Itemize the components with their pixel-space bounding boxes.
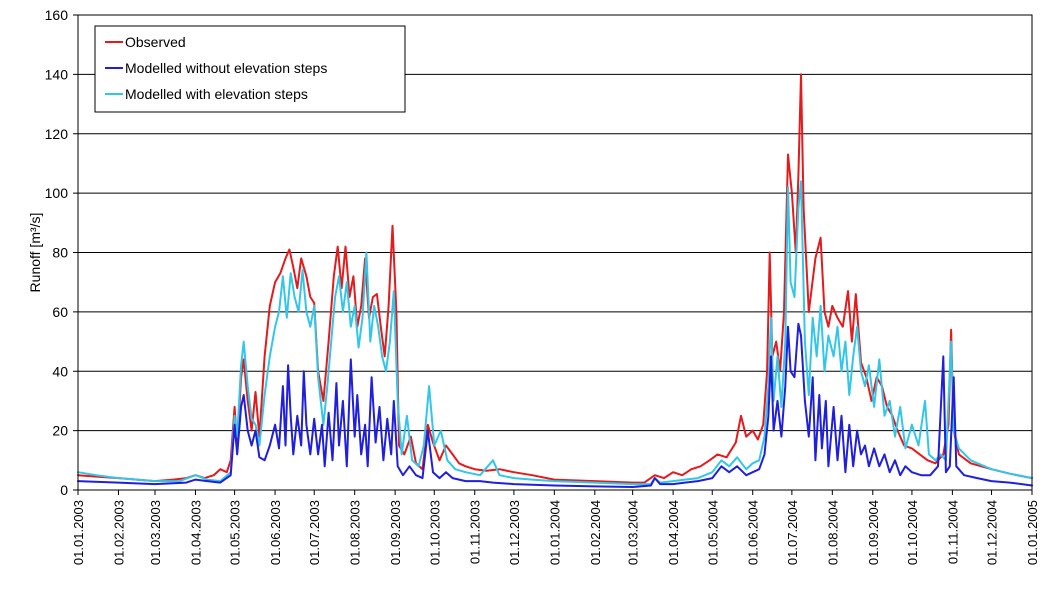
x-tick-label: 01.02.2004 — [588, 500, 603, 565]
x-tick-label: 01.12.2003 — [507, 500, 522, 565]
y-axis-label: Runoff [m³/s] — [27, 213, 43, 293]
y-tick-label: 20 — [52, 423, 68, 439]
x-tick-label: 01.05.2004 — [705, 500, 720, 565]
y-tick-label: 40 — [52, 363, 68, 379]
legend-label: Observed — [125, 34, 186, 50]
x-tick-label: 01.08.2003 — [348, 500, 363, 565]
x-tick-label: 01.05.2003 — [228, 500, 243, 565]
y-axis: 0 20 40 60 80 100 120 140 160 — [45, 7, 78, 498]
x-tick-label: 01.09.2003 — [388, 500, 403, 565]
series-lines — [77, 73, 1033, 488]
gridlines — [78, 73, 1032, 432]
x-tick-label: 01.03.2004 — [626, 500, 641, 565]
y-tick-label: 80 — [52, 245, 68, 261]
y-tick-label: 60 — [52, 304, 68, 320]
series-line-modelled-without-elevation-steps — [77, 322, 1033, 488]
x-tick-label: 01.11.2004 — [945, 500, 960, 564]
x-tick-label: 01.09.2004 — [866, 500, 881, 565]
legend-label: Modelled with elevation steps — [125, 86, 308, 102]
y-tick-label: 120 — [45, 126, 69, 142]
x-axis: 01.01.2003 01.02.2003 01.03.2003 01.04.2003… — [71, 490, 1040, 565]
x-tick-label: 01.01.2005 — [1025, 500, 1040, 565]
y-tick-label: 100 — [45, 185, 69, 201]
x-tick-label: 01.07.2003 — [307, 500, 322, 565]
series-line-observed — [77, 73, 1033, 484]
x-tick-label: 01.08.2004 — [825, 500, 840, 565]
x-tick-label: 01.01.2004 — [547, 500, 562, 565]
x-tick-label: 01.03.2003 — [148, 500, 163, 565]
x-tick-label: 01.11.2003 — [468, 500, 483, 564]
x-tick-label: 01.01.2003 — [71, 500, 86, 565]
legend: Observed Modelled without elevation steps… — [94, 25, 406, 113]
legend-label: Modelled without elevation steps — [125, 60, 327, 76]
x-tick-label: 01.10.2004 — [905, 500, 920, 565]
y-tick-label: 140 — [45, 66, 69, 82]
x-tick-label: 01.04.2003 — [188, 500, 203, 565]
series-line-modelled-with-elevation-steps — [77, 180, 1033, 486]
x-tick-label: 01.07.2004 — [785, 500, 800, 565]
x-tick-label: 01.06.2004 — [746, 500, 761, 565]
x-tick-label: 01.12.2004 — [985, 500, 1000, 565]
legend-box — [94, 25, 406, 113]
x-tick-label: 01.02.2003 — [111, 500, 126, 565]
y-tick-label: 160 — [45, 7, 69, 23]
x-tick-label: 01.06.2003 — [268, 500, 283, 565]
y-tick-label: 0 — [60, 482, 68, 498]
x-tick-label: 01.10.2003 — [427, 500, 442, 565]
x-tick-label: 01.04.2004 — [666, 500, 681, 565]
